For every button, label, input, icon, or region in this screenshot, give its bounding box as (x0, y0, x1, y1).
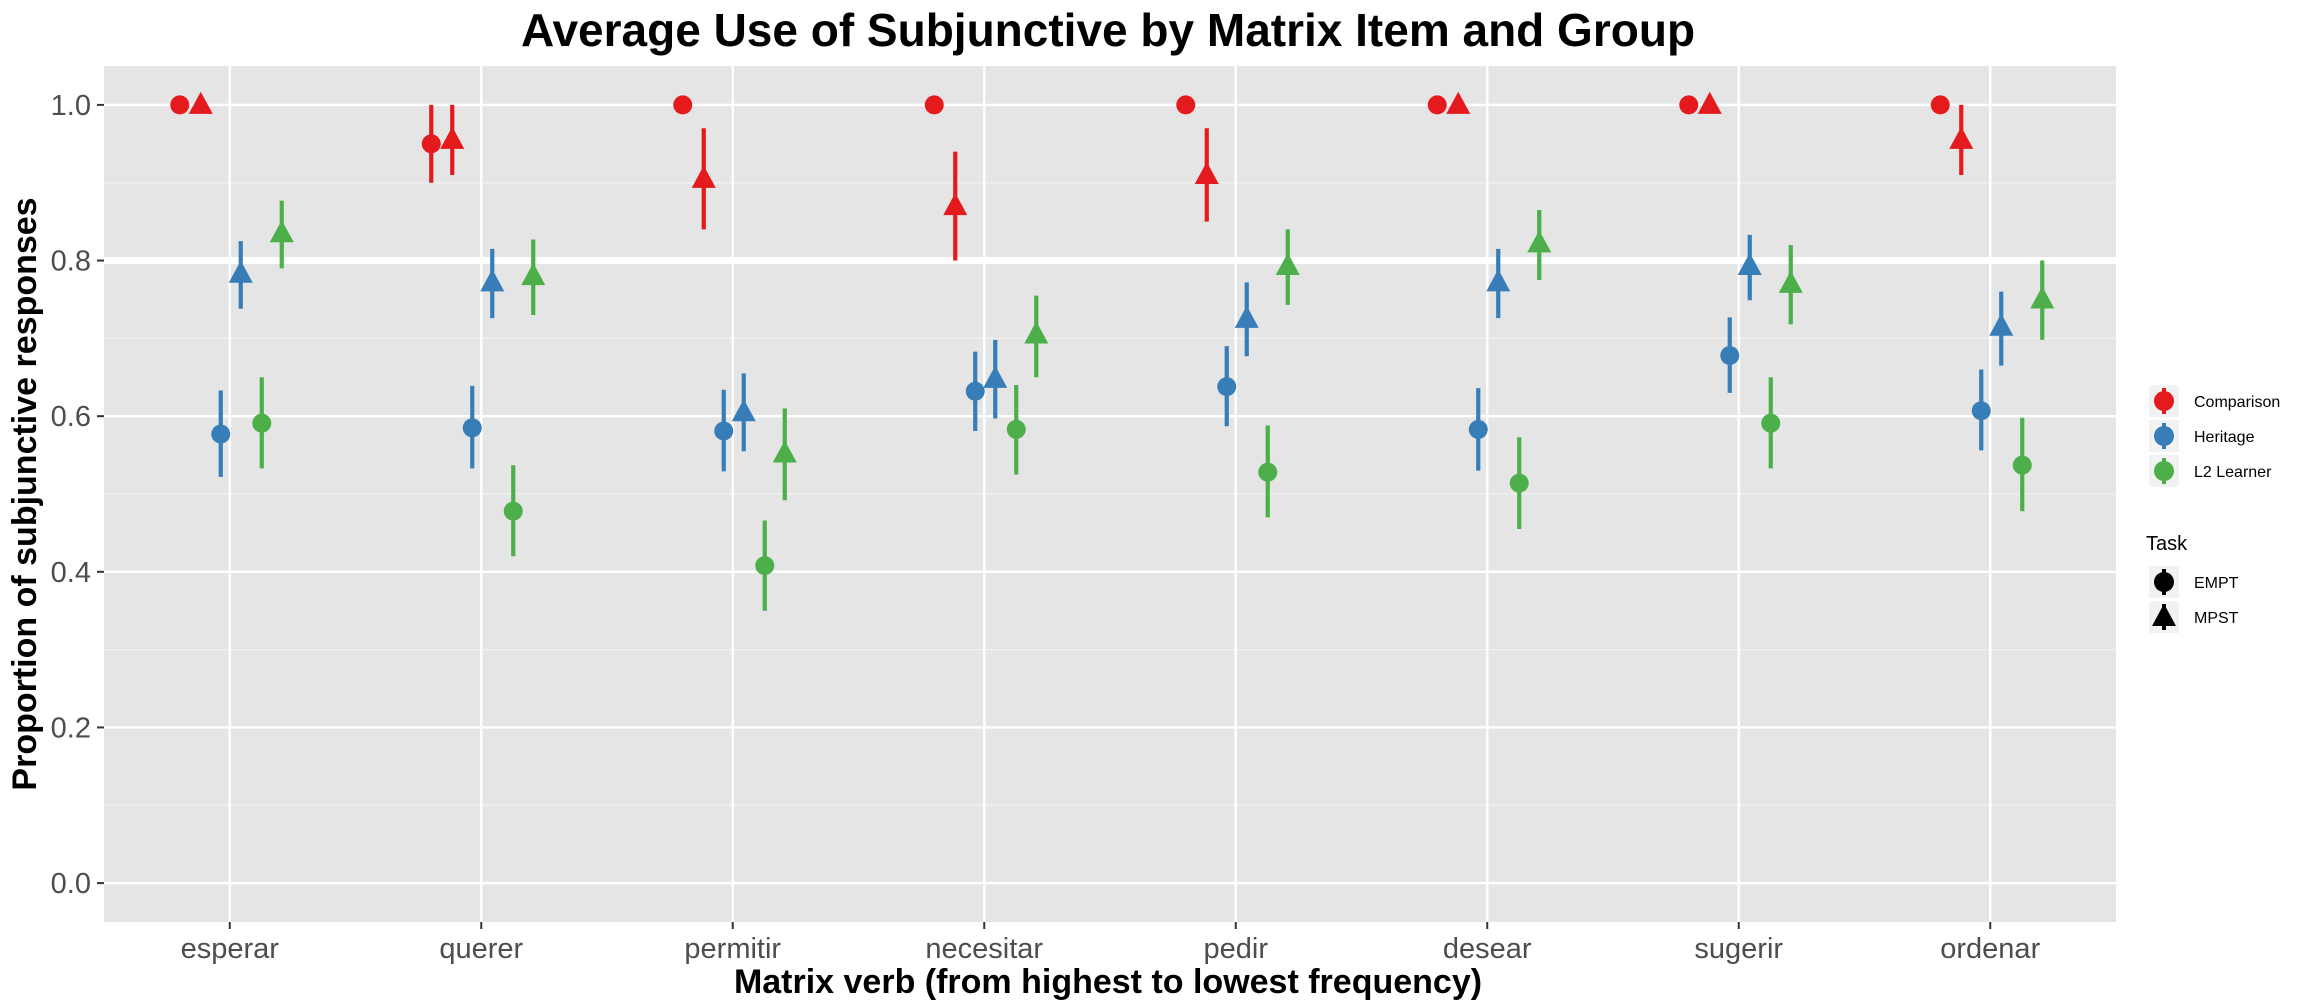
legend-key-point (2154, 391, 2174, 411)
data-point-circle (1258, 462, 1278, 482)
y-tick-label: 0.2 (51, 712, 91, 744)
x-tick-label: sugerir (1694, 933, 1783, 965)
x-tick-label: necesitar (925, 933, 1043, 965)
x-tick-label: permitir (684, 933, 781, 965)
data-point-circle (1509, 473, 1529, 493)
data-point-circle (170, 95, 190, 115)
data-point-circle (462, 418, 482, 438)
data-marks (170, 91, 2055, 611)
data-point-triangle (1989, 313, 2014, 336)
legend-label: MPST (2194, 610, 2239, 627)
data-point-triangle (2030, 286, 2055, 309)
data-point-circle (1761, 413, 1781, 433)
x-tick-label: pedir (1204, 933, 1269, 965)
data-point-triangle (1446, 91, 1471, 114)
y-tick-label: 1.0 (51, 90, 91, 122)
data-point-circle (1176, 95, 1196, 115)
data-point-circle (1006, 419, 1026, 439)
axis-ticks: 0.0 0.2 0.4 0.6 0.8 1.0 esperar querer permitir n… (51, 90, 2041, 965)
data-point-triangle (1778, 270, 1803, 293)
data-point-triangle (1194, 161, 1219, 184)
legend: Comparison Heritage L2 Learner Task EMPT MPST (2146, 385, 2280, 633)
data-point-triangle (1024, 321, 1049, 344)
data-point-circle (1468, 419, 1488, 439)
x-tick-label: ordenar (1940, 933, 2040, 965)
data-point-circle (1930, 95, 1950, 115)
data-point-circle (421, 134, 441, 154)
data-point-circle (1971, 401, 1991, 421)
chart-title: Average Use of Subjunctive by Matrix Ite… (521, 4, 1695, 56)
data-point-circle (252, 413, 272, 433)
data-point-circle (714, 421, 734, 441)
legend-label: Comparison (2194, 394, 2280, 411)
data-point-triangle (1737, 252, 1762, 275)
data-point-circle (1217, 377, 1237, 397)
legend-key-point (2152, 603, 2176, 626)
data-point-triangle (1234, 305, 1259, 328)
data-point-triangle (983, 365, 1008, 388)
data-point-triangle (440, 126, 465, 149)
legend-key-point (2154, 461, 2174, 481)
data-point-circle (503, 501, 523, 521)
y-axis-title: Proportion of subjunctive responses (6, 197, 44, 790)
data-point-triangle (269, 220, 294, 243)
data-point-triangle (521, 262, 546, 286)
legend-key-point (2154, 572, 2174, 592)
data-point-circle (965, 381, 985, 401)
data-point-triangle (943, 192, 968, 216)
data-point-circle (211, 424, 231, 444)
data-point-circle (2012, 455, 2032, 475)
y-tick-label: 0.0 (51, 868, 91, 900)
data-point-triangle (228, 260, 253, 283)
data-point-circle (673, 95, 693, 115)
x-tick-label: desear (1443, 933, 1532, 965)
data-point-circle (1679, 95, 1699, 115)
x-axis-title: Matrix verb (from highest to lowest freq… (734, 963, 1482, 1001)
y-tick-label: 0.8 (51, 246, 91, 278)
legend-label: L2 Learner (2194, 464, 2272, 481)
legend-label: EMPT (2194, 575, 2239, 592)
x-tick-label: esperar (181, 933, 280, 965)
data-point-triangle (188, 91, 213, 114)
data-point-triangle (731, 399, 756, 422)
y-tick-label: 0.6 (51, 401, 91, 433)
data-point-triangle (1697, 91, 1722, 114)
data-point-triangle (772, 440, 797, 463)
data-point-triangle (691, 165, 716, 188)
y-tick-label: 0.4 (51, 557, 91, 589)
legend-title: Task (2146, 533, 2188, 555)
data-point-circle (924, 95, 944, 115)
data-point-circle (1720, 345, 1740, 365)
data-point-triangle (1275, 252, 1300, 275)
legend-label: Heritage (2194, 429, 2255, 446)
data-point-triangle (1527, 230, 1552, 253)
data-point-triangle (480, 269, 505, 292)
data-point-circle (755, 556, 775, 576)
data-point-triangle (1949, 126, 1974, 149)
data-point-triangle (1486, 269, 1511, 292)
legend-key-point (2154, 426, 2174, 446)
data-point-circle (1427, 95, 1447, 115)
x-tick-label: querer (439, 933, 523, 965)
grid (104, 66, 2116, 922)
